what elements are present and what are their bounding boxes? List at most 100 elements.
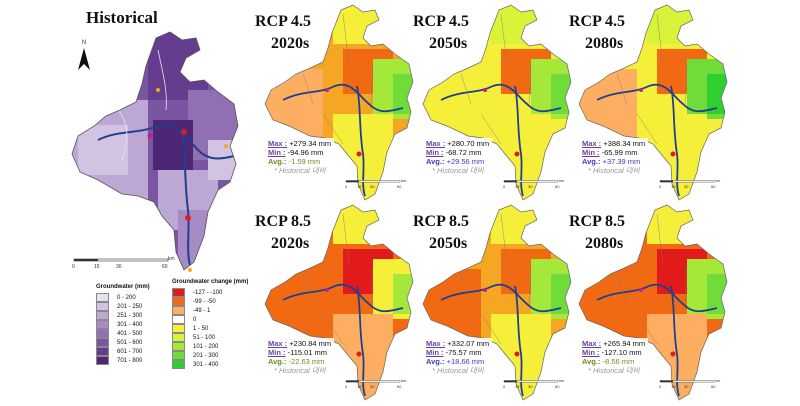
max-value: +280.70 mm [447,139,490,148]
panel-title-period: 2080s [585,235,624,252]
change-legend-row: 0 [172,315,248,324]
min-label: Min : [426,148,444,157]
gw-legend-swatch [96,311,109,320]
change-legend-row: 1 - 50 [172,324,248,333]
max-label: Max : [268,139,288,148]
change-legend-swatch [172,315,185,324]
historical-note: * Historical 대비 [432,166,484,175]
north-label: N [81,40,87,46]
change-legend-swatch [172,306,185,315]
historical-note: * Historical 대비 [274,366,326,375]
gw-legend-label: 601 - 700 [117,349,143,356]
scenario-panel: RCP 4.5 2050s Max : +280.70 mm Min : -68… [411,4,576,204]
panel-title-scenario: RCP 8.5 [569,213,625,230]
gw-legend-label: 501 - 600 [117,340,143,347]
avg-value: -1.59 mm [288,157,321,166]
max-label: Max : [582,139,602,148]
north-arrow: N [76,40,92,74]
panel-title-period: 2050s [429,35,468,52]
historical-scale-bar: 0 15 30 60 km [72,256,175,270]
change-legend: Groundwater change (mm) -127 - -100 -99 -… [172,279,248,369]
panel-stats: Max : +279.34 mm Min : -94.96 mm Avg.: -… [265,138,335,176]
station-marker [147,133,153,139]
avg-label: Avg.: [268,357,287,366]
min-label: Min : [268,348,286,357]
min-value: -115.01 mm [287,348,328,357]
scenario-panel: RCP 4.5 2080s Max : +388.34 mm Min : -65… [567,4,732,204]
min-label: Min : [582,148,600,157]
min-value: -127.10 mm [601,348,642,357]
change-legend-row: 101 - 200 [172,342,248,351]
min-label: Min : [426,348,444,357]
gw-legend-label: 701 - 800 [117,358,143,365]
panel-stats: Max : +332.07 mm Min : -75.57 mm Avg.: +… [423,338,493,376]
panel-scale-bar: 0 15 30 60 km [659,178,721,189]
avg-value: -8.56 mm [602,357,635,366]
change-legend-row: 201 - 300 [172,351,248,360]
gw-legend-label: 0 - 200 [117,295,136,302]
panel-title-scenario: RCP 4.5 [255,13,311,30]
panel-title-period: 2020s [271,235,310,252]
avg-value: +29.56 mm [446,157,485,166]
panel-scale-bar: 0 15 30 60 km [345,378,407,389]
north-arrow-icon [78,48,90,70]
gw-legend-row: 201 - 250 [96,302,150,311]
avg-label: Avg.: [268,157,287,166]
station-marker [188,268,192,272]
avg-value: -22.63 mm [288,357,325,366]
gw-legend-label: 401 - 500 [117,331,143,338]
station-marker [156,88,160,92]
change-legend-label: -99 - -50 [193,299,216,306]
min-label: Min : [268,148,286,157]
scenario-panel: RCP 4.5 2020s Max : +279.34 mm Min : -94… [253,4,418,204]
change-legend-title: Groundwater change (mm) [172,279,249,285]
panel-stats: Max : +230.84 mm Min : -115.01 mm Avg.: … [265,338,335,376]
change-legend-label: 101 - 200 [193,344,219,351]
panel-scale-bar: 0 15 30 60 km [659,378,721,389]
max-label: Max : [426,339,446,348]
min-value: -94.96 mm [287,148,324,157]
gw-legend-swatch [96,329,109,338]
gw-legend-swatch [96,338,109,347]
change-legend-swatch [172,342,185,351]
min-value: -65.99 mm [601,148,638,157]
station-marker [224,144,228,148]
panel-title-period: 2080s [585,35,624,52]
change-legend-row: -99 - -50 [172,297,248,306]
historical-note: * Historical 대비 [432,366,484,375]
change-legend-label: 201 - 300 [193,353,219,360]
historical-map [71,31,239,272]
gw-legend-swatch [96,320,109,329]
max-value: +332.07 mm [447,339,490,348]
scenario-panel: RCP 8.5 2050s Max : +332.07 mm Min : -75… [411,204,576,404]
change-legend-swatch [172,333,185,342]
historical-note: * Historical 대비 [274,166,326,175]
max-label: Max : [582,339,602,348]
panel-title-scenario: RCP 4.5 [569,13,625,30]
max-value: +388.34 mm [603,139,646,148]
change-legend-swatch [172,351,185,360]
max-label: Max : [268,339,288,348]
change-legend-row: 51 - 100 [172,333,248,342]
change-legend-label: -127 - -100 [193,290,223,297]
gw-legend-row: 301 - 400 [96,320,150,329]
change-legend-row: -127 - -100 [172,288,248,297]
change-legend-label: 51 - 100 [193,335,216,342]
change-legend-label: 1 - 50 [193,326,209,333]
change-legend-swatch [172,297,185,306]
gw-legend-row: 251 - 300 [96,311,150,320]
gw-legend-row: 401 - 500 [96,329,150,338]
max-value: +230.84 mm [289,339,332,348]
gw-legend-label: 201 - 250 [117,304,143,311]
avg-label: Avg.: [426,357,445,366]
min-label: Min : [582,348,600,357]
change-map [264,4,414,201]
avg-value: +37.39 mm [602,157,641,166]
max-value: +279.34 mm [289,139,332,148]
groundwater-legend-title: Groundwater (mm) [96,284,150,290]
historical-title: Historical [86,8,158,27]
scenario-panel: RCP 8.5 2020s Max : +230.84 mm Min : -11… [253,204,418,404]
min-value: -68.72 mm [445,148,482,157]
change-legend-row: 301 - 400 [172,360,248,369]
avg-value: +18.66 mm [446,357,485,366]
